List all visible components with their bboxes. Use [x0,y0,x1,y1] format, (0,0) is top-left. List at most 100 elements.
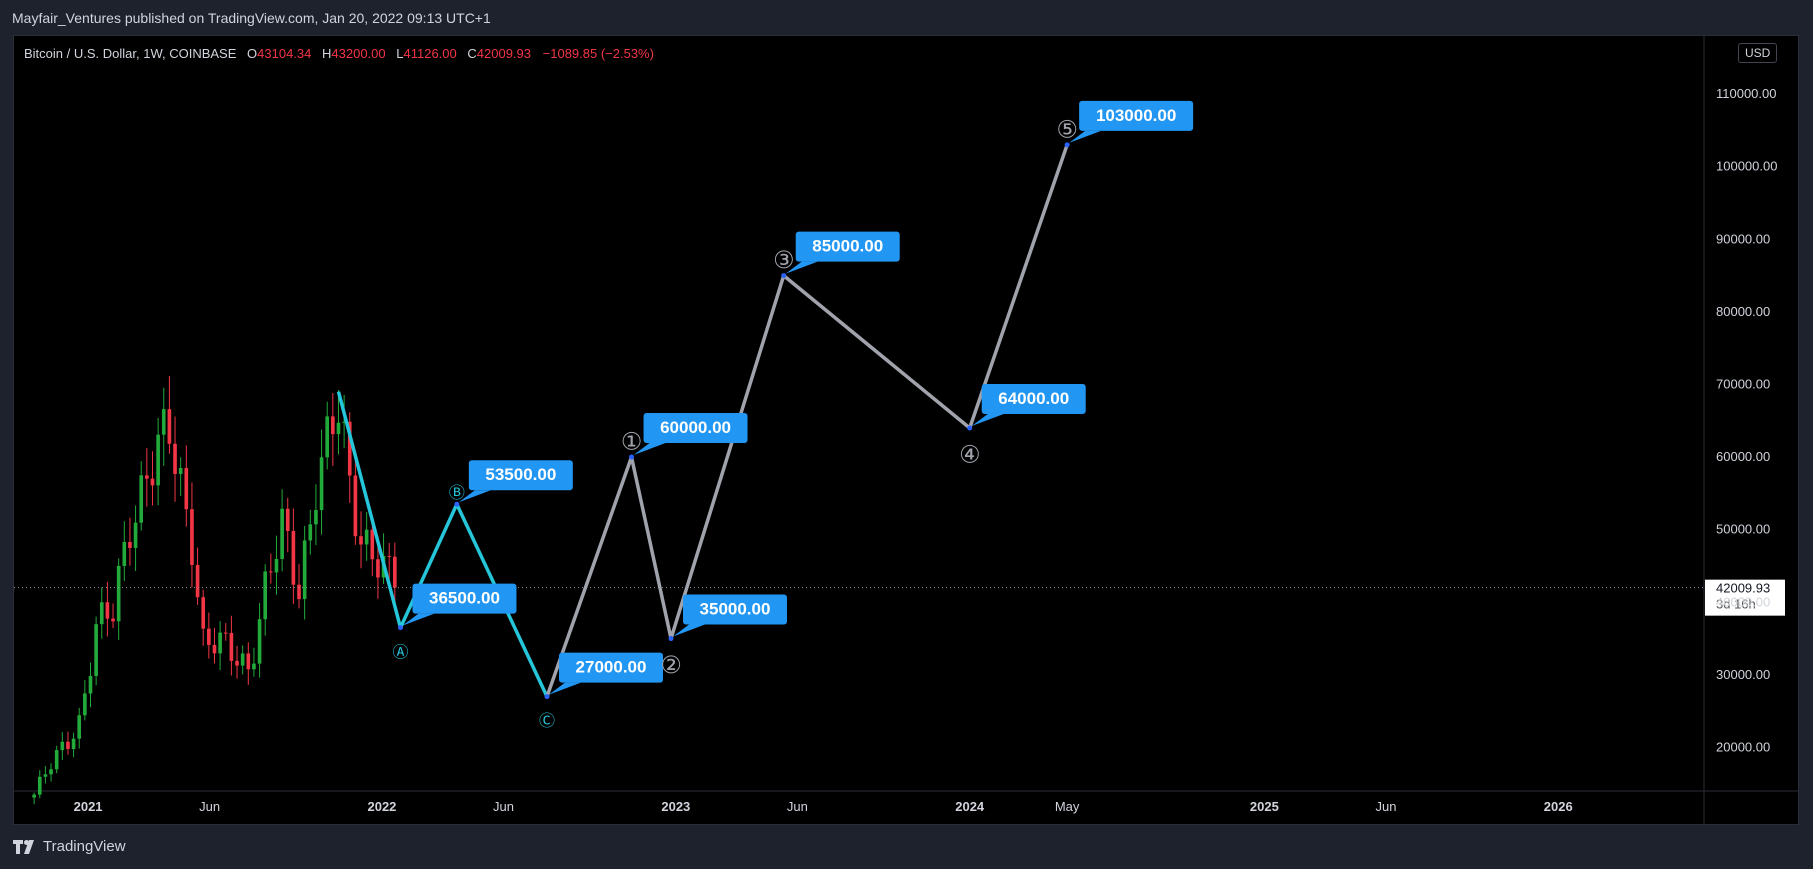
price-callout-label: 36500.00 [429,589,500,608]
candle-body [71,738,76,749]
candle-body [60,741,65,751]
x-tick-label: 2023 [661,799,690,814]
price-callout [795,231,900,262]
candle-body [207,628,211,645]
candle-body [364,529,369,545]
wave-labels: Ⓐ 36500.00 Ⓑ 53500.00 Ⓒ 27000.00 ① 60000.00 ② 350… [392,100,1194,730]
publication-header: Mayfair_Ventures published on TradingVie… [12,10,491,26]
candle-body [54,750,59,770]
wave-marker: ④ [959,440,981,468]
symbol-name: Bitcoin / U.S. Dollar, 1W, COINBASE [24,46,237,61]
price-callout-label: 103000.00 [1096,106,1176,125]
y-tick-label: 100000.00 [1716,159,1777,174]
candle-body [184,468,189,510]
candle-body [269,571,273,573]
candle-body [347,421,352,476]
footer-brand[interactable]: TradingView [13,838,126,855]
candle-body [66,741,70,749]
low-key: L [396,46,404,61]
candle-body [240,653,245,666]
candle-body [246,653,251,670]
callout-pointer [1069,130,1102,143]
candle-body [263,571,268,620]
y-tick-label: 80000.00 [1716,304,1770,319]
wave-marker: ⑤ [1056,115,1078,143]
candle-body [291,530,296,585]
candle-body [359,536,363,545]
price-callout [468,460,573,491]
y-tick-label: 110000.00 [1716,86,1777,101]
candle-body [370,529,375,560]
candle-body [223,632,228,634]
x-tick-label: 2026 [1544,799,1573,814]
candle-body [105,602,110,619]
change-value: −1089.85 (−2.53%) [542,46,654,61]
candle-body [94,624,98,676]
wave-point [397,625,403,631]
candle-body [235,660,239,666]
candle-body [297,584,301,600]
x-tick-label: Jun [787,799,808,814]
candles [32,375,397,805]
price-axis: 20000.00 30000.00 40000.00 50000.00 60000.00… [1716,86,1777,754]
candle-body [88,675,93,694]
y-tick-label: 30000.00 [1716,667,1770,682]
candle-body [252,663,256,670]
candle-body [353,475,358,537]
high-key: H [322,46,332,61]
price-callout [1079,100,1194,131]
price-callout-label: 27000.00 [576,658,647,677]
wave-marker: Ⓒ [539,711,555,730]
price-callout [412,583,517,614]
candle-body [325,416,330,458]
candle-body [218,632,222,654]
candle-body [229,632,234,661]
y-tick-label: 50000.00 [1716,522,1770,537]
wave-marker: Ⓐ [392,642,408,661]
x-tick-label: Jun [1375,799,1396,814]
wave-point [629,454,635,460]
x-tick-label: Jun [199,799,220,814]
candle-body [133,522,138,548]
time-axis: 2021 Jun 2022 Jun 2023 Jun 2024 May 2025 Jun 2026 [74,799,1573,814]
price-callout [981,384,1086,415]
candle-body [393,556,397,588]
candle-body [122,541,127,566]
candle-body [32,794,36,798]
callout-pointer [549,682,582,695]
candle-body [319,457,324,511]
x-tick-label: 2024 [955,799,985,814]
candle-body [190,509,194,565]
open-value: 43104.34 [257,46,312,61]
candle-body [387,555,392,557]
impulse-wave-line [545,144,1069,698]
currency-button[interactable]: USD [1738,43,1778,63]
candle-body [331,416,335,435]
candle-body [116,565,121,622]
x-tick-label: Jun [493,799,514,814]
price-callout-label: 60000.00 [660,418,731,437]
wave-point [781,273,787,279]
candle-body [173,443,177,474]
candle-body [43,774,48,777]
candle-body [111,618,115,622]
price-callout [559,652,664,683]
footer-brand-name: TradingView [43,838,126,855]
y-tick-label: 20000.00 [1716,739,1770,754]
candle-body [128,541,132,548]
candle-body [156,434,160,486]
candle-body [302,540,307,600]
callout-pointer [458,490,491,503]
x-tick-label: 2025 [1250,799,1279,814]
candle-body [167,409,172,444]
callout-pointer [672,624,705,637]
callout-pointer [633,443,666,456]
open-key: O [247,46,258,61]
candle-body [274,558,279,573]
chart-frame[interactable]: 42009.93 3d 16h Ⓐ 36500.00 Ⓑ 53500.00 Ⓒ 27000.… [13,35,1799,825]
wave-marker: ① [621,427,643,455]
x-tick-label: 2021 [74,799,103,814]
price-callout-label: 53500.00 [485,465,556,484]
